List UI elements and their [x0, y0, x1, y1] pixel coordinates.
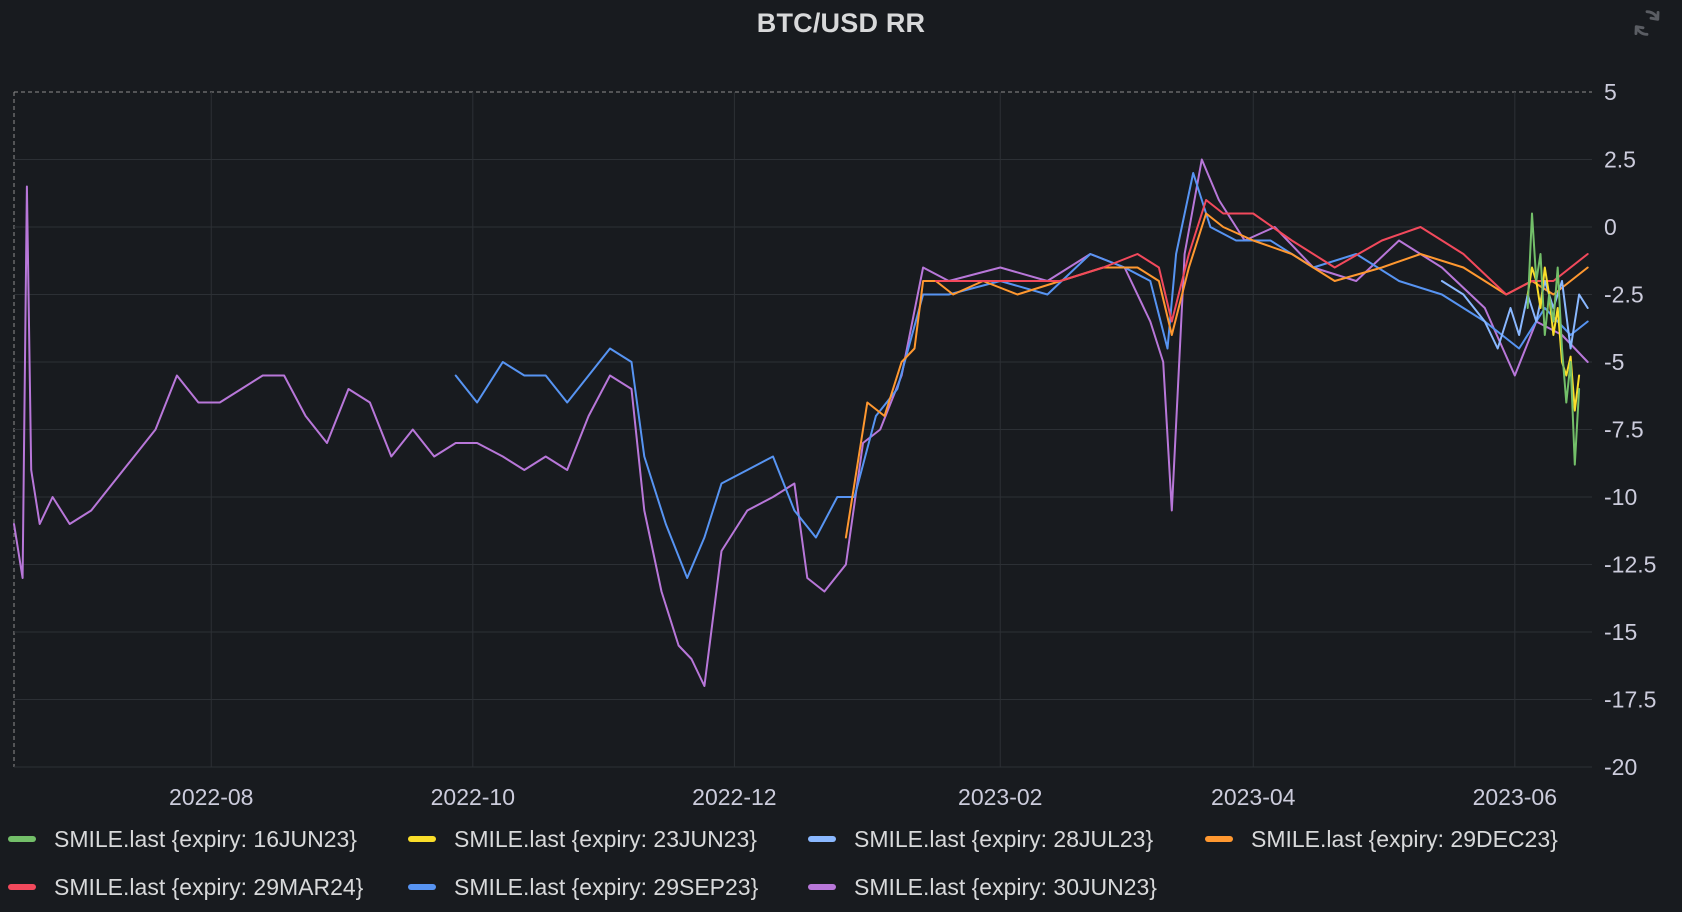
- legend-swatch: [8, 836, 36, 842]
- series-line-6: [13, 158, 1589, 687]
- y-tick-label: -17.5: [1604, 687, 1656, 713]
- x-tick-label: 2022-08: [169, 784, 253, 810]
- series-line-4: [934, 199, 1589, 323]
- y-tick-label: -12.5: [1604, 552, 1656, 578]
- x-tick-label: 2023-06: [1473, 784, 1557, 810]
- legend-item[interactable]: SMILE.last {expiry: 29MAR24}: [8, 870, 363, 904]
- axes: 5 2.5 0 -2.5 -5 -7.5 -10 -12.5 -15 -17.5 -20 2022-0…: [169, 79, 1656, 810]
- legend-label: SMILE.last {expiry: 30JUN23}: [854, 873, 1157, 900]
- legend-item[interactable]: SMILE.last {expiry: 16JUN23}: [8, 822, 357, 856]
- y-tick-label: 2.5: [1604, 147, 1636, 173]
- legend-swatch: [1205, 836, 1233, 842]
- series-line-2: [1440, 280, 1589, 350]
- legend-item[interactable]: SMILE.last {expiry: 29SEP23}: [408, 870, 758, 904]
- y-tick-label: -7.5: [1604, 417, 1644, 443]
- line-chart: 5 2.5 0 -2.5 -5 -7.5 -10 -12.5 -15 -17.5 -20 2022-0…: [13, 79, 1656, 810]
- y-tick-label: -2.5: [1604, 282, 1644, 308]
- series-lines: [13, 158, 1589, 687]
- legend-swatch: [8, 884, 36, 890]
- legend-label: SMILE.last {expiry: 23JUN23}: [454, 825, 757, 852]
- legend-item[interactable]: SMILE.last {expiry: 30JUN23}: [808, 870, 1157, 904]
- y-tick-label: -5: [1604, 349, 1624, 375]
- series-line-0: [1526, 212, 1581, 466]
- x-tick-label: 2023-04: [1211, 784, 1296, 810]
- legend-swatch: [808, 836, 836, 842]
- legend-label: SMILE.last {expiry: 28JUL23}: [854, 825, 1154, 852]
- y-tick-label: 0: [1604, 214, 1617, 240]
- y-tick-label: -15: [1604, 619, 1637, 645]
- legend-swatch: [408, 884, 436, 890]
- legend-label: SMILE.last {expiry: 16JUN23}: [54, 825, 357, 852]
- grid: [13, 91, 1592, 768]
- legend-label: SMILE.last {expiry: 29DEC23}: [1251, 825, 1558, 852]
- legend-item[interactable]: SMILE.last {expiry: 29DEC23}: [1205, 822, 1558, 856]
- legend-label: SMILE.last {expiry: 29MAR24}: [54, 873, 364, 900]
- legend-swatch: [808, 884, 836, 890]
- x-tick-label: 2022-10: [431, 784, 515, 810]
- series-line-3: [844, 212, 1589, 539]
- y-tick-label: -10: [1604, 484, 1637, 510]
- y-tick-label: -20: [1604, 754, 1637, 780]
- legend-item[interactable]: SMILE.last {expiry: 28JUL23}: [808, 822, 1153, 856]
- panel-title: BTC/USD RR: [756, 8, 926, 38]
- refresh-icon[interactable]: [1630, 6, 1664, 40]
- x-tick-label: 2022-12: [692, 784, 776, 810]
- legend-swatch: [408, 836, 436, 842]
- y-tick-label: 5: [1604, 79, 1617, 105]
- legend-item[interactable]: SMILE.last {expiry: 23JUN23}: [408, 822, 757, 856]
- x-tick-label: 2023-02: [958, 784, 1042, 810]
- series-line-5: [454, 172, 1589, 579]
- legend: SMILE.last {expiry: 16JUN23} SMILE.last {…: [0, 822, 1682, 912]
- legend-label: SMILE.last {expiry: 29SEP23}: [454, 873, 759, 900]
